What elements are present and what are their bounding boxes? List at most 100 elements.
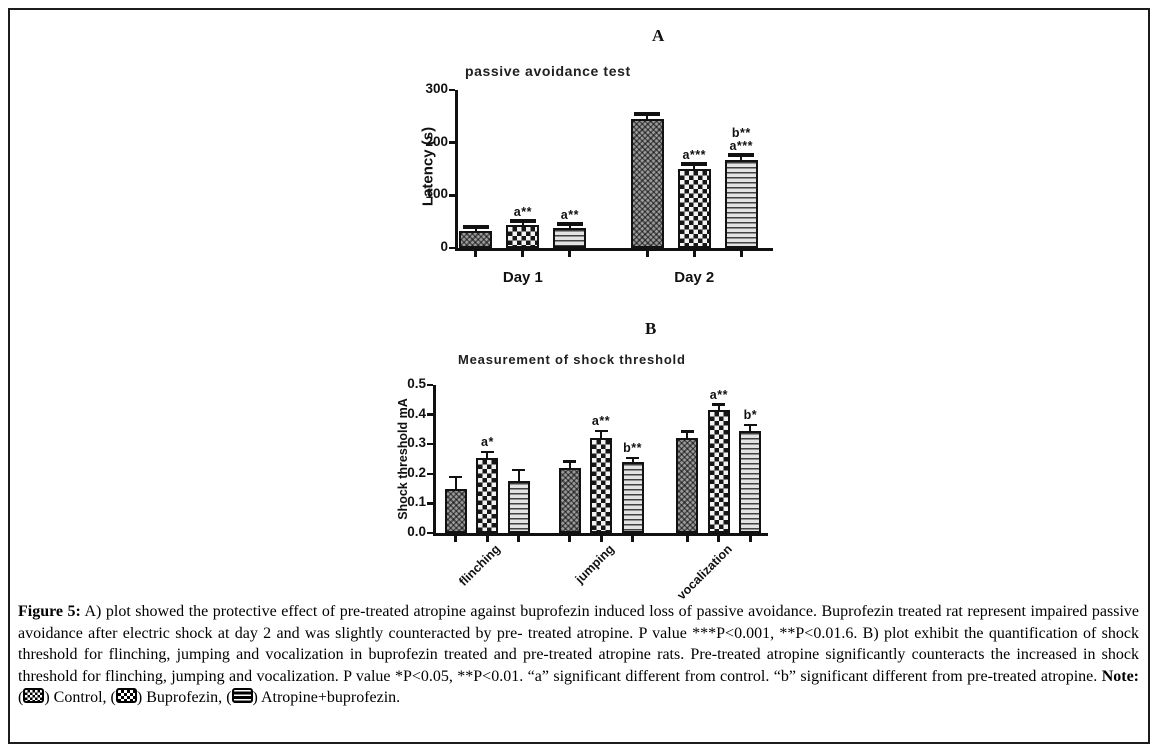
legend-chip-control-icon <box>23 688 45 704</box>
y-tick-label: 0 <box>440 239 448 254</box>
error-cap <box>563 460 576 463</box>
bar <box>507 481 530 533</box>
bar <box>558 467 581 533</box>
figure-frame <box>8 8 1150 744</box>
y-axis-tick <box>427 531 433 535</box>
y-axis-tick <box>427 472 433 476</box>
x-axis-tick <box>599 536 603 542</box>
panel-a-label: A <box>652 26 665 45</box>
error-cap <box>681 162 708 167</box>
y-axis-tick <box>427 413 433 416</box>
legend-label-buprofezin: ) Buprofezin, <box>136 689 227 707</box>
significance-label: b* <box>743 408 758 423</box>
error-cap <box>680 430 694 433</box>
chart-a-y-axis-label: Latency (s) <box>419 126 437 207</box>
bar <box>724 159 758 248</box>
significance-label: b** a*** <box>729 126 754 154</box>
legend-pre-atropine: ( <box>226 689 232 707</box>
x-axis-tick <box>521 251 525 257</box>
significance-label: a** <box>709 387 728 402</box>
bar <box>677 169 711 248</box>
x-axis-tick <box>692 251 696 257</box>
bar <box>590 438 612 533</box>
error-cap <box>449 475 463 479</box>
significance-label: a** <box>560 208 579 223</box>
note-label: Note: <box>1101 667 1139 685</box>
chart-b-title: Measurement of shock threshold <box>458 352 686 367</box>
error-cap <box>462 225 489 230</box>
chart-b-y-axis-label: Shock threshold mA <box>396 398 410 520</box>
category-label: Day 2 <box>674 269 715 286</box>
x-axis-tick <box>717 536 721 542</box>
error-whisker <box>474 229 477 234</box>
x-axis-tick <box>748 536 752 542</box>
y-axis-tick <box>449 194 455 197</box>
x-axis-tick <box>645 251 649 257</box>
error-cap <box>728 153 755 158</box>
bar <box>707 410 730 533</box>
y-tick-label: 0.0 <box>407 524 426 539</box>
x-axis-tick <box>454 536 458 542</box>
legend-pre-control: ( <box>18 689 24 707</box>
bar <box>476 457 499 533</box>
bar <box>739 430 762 533</box>
chart-b-plot: 0.0 0.1 0.2 0.3 0.4 0.5 a* a** a** b** b* flinching… <box>407 376 768 602</box>
x-axis-tick <box>568 251 572 257</box>
error-whisker <box>686 432 689 441</box>
x-axis-tick <box>485 536 489 542</box>
significance-label: b** <box>623 441 642 455</box>
significance-label: a** <box>591 414 611 429</box>
y-axis-tick <box>427 442 433 446</box>
y-axis-tick <box>449 88 455 92</box>
error-cap <box>626 456 639 459</box>
y-tick-label: 300 <box>425 81 448 96</box>
significance-label: a*** <box>682 148 707 163</box>
error-whisker <box>600 432 602 441</box>
x-axis-tick <box>474 251 478 257</box>
error-whisker <box>740 157 743 162</box>
error-whisker <box>717 405 720 413</box>
panel-b-label: B <box>645 319 657 338</box>
chart-a-title: passive avoidance test <box>465 63 631 79</box>
significance-label: a* <box>481 435 494 450</box>
y-axis-tick <box>427 383 433 387</box>
y-axis-tick <box>427 502 433 505</box>
y-tick-label: 200 <box>425 133 448 149</box>
y-tick-label: 0.4 <box>407 405 426 421</box>
x-axis-tick <box>568 536 571 542</box>
x-axis-tick <box>631 536 634 542</box>
y-tick-label: 0.1 <box>407 494 426 510</box>
bar <box>459 231 493 248</box>
error-cap <box>594 429 608 433</box>
y-axis-tick <box>449 246 455 250</box>
bar <box>676 438 699 533</box>
bar <box>621 461 644 533</box>
caption-body: A) plot showed the protective effect of … <box>18 603 1139 685</box>
error-whisker <box>693 166 696 171</box>
legend-chip-atropine-icon <box>231 688 253 704</box>
y-tick-label: 0.2 <box>407 464 426 480</box>
y-axis-tick <box>449 141 455 144</box>
figure-caption: Figure 5: A) plot showed the protective … <box>18 601 1139 709</box>
y-tick-label: 0.5 <box>407 376 426 391</box>
error-whisker <box>517 471 520 484</box>
bar <box>630 118 664 248</box>
significance-label: a** <box>513 205 532 220</box>
x-axis-tick <box>739 251 743 257</box>
error-cap <box>556 222 583 227</box>
legend-label-atropine: ) Atropine+buprofezin. <box>252 689 401 707</box>
error-cap <box>712 403 726 406</box>
figure-number-label: Figure 5: <box>18 603 81 620</box>
category-label: Day 1 <box>502 269 543 286</box>
error-cap <box>480 450 494 454</box>
error-whisker <box>521 223 524 228</box>
error-whisker <box>454 478 457 491</box>
bar <box>553 228 587 248</box>
error-whisker <box>631 459 634 464</box>
y-tick-label: 100 <box>425 186 448 202</box>
x-axis-tick <box>517 536 521 542</box>
y-tick-label: 0.3 <box>407 435 426 451</box>
error-cap <box>634 112 661 117</box>
bar <box>506 225 540 248</box>
bar <box>444 488 467 533</box>
